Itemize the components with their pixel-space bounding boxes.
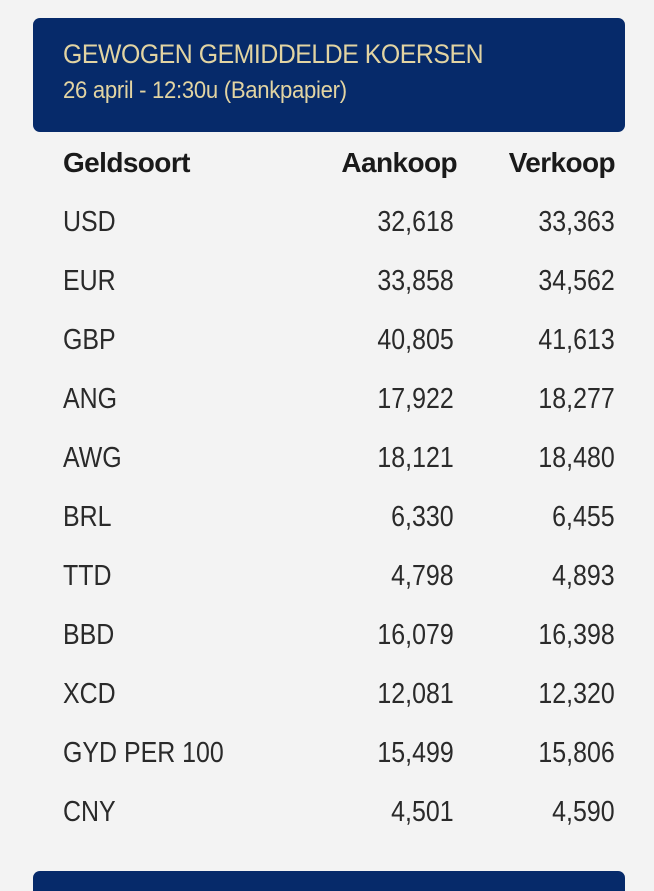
sell-rate: 15,806 [538, 737, 615, 769]
buy-rate: 6,330 [391, 501, 454, 533]
buy-rate: 16,079 [377, 619, 454, 651]
buy-rate: 18,121 [377, 442, 454, 474]
column-header-sell: Verkoop [508, 147, 616, 178]
panel-subtitle: 26 april - 12:30u (Bankpapier) [63, 77, 347, 104]
currency-code: EUR [63, 265, 116, 297]
sell-rate: 18,480 [538, 442, 615, 474]
sell-rate: 33,363 [538, 206, 615, 238]
currency-code: AWG [63, 442, 122, 474]
currency-code: BRL [63, 501, 112, 533]
currency-code: USD [63, 206, 116, 238]
table-row: AWG 18,121 18,480 [63, 435, 615, 494]
exchange-rates-table: Geldsoort Aankoop Verkoop USD 32,618 33,… [63, 140, 616, 848]
currency-code: CNY [63, 796, 116, 828]
sell-rate: 4,893 [552, 560, 615, 592]
table-row: BBD 16,079 16,398 [63, 612, 615, 671]
sell-rate: 4,590 [552, 796, 615, 828]
next-panel-header-edge [33, 871, 625, 891]
currency-code: ANG [63, 383, 118, 415]
sell-rate: 16,398 [538, 619, 615, 651]
currency-code: GBP [63, 324, 116, 356]
sell-rate: 34,562 [538, 265, 615, 297]
buy-rate: 15,499 [377, 737, 454, 769]
buy-rate: 40,805 [377, 324, 454, 356]
table-row: TTD 4,798 4,893 [63, 553, 615, 612]
table-row: USD 32,618 33,363 [63, 199, 615, 258]
table-row: XCD 12,081 12,320 [63, 671, 615, 730]
buy-rate: 32,618 [377, 206, 454, 238]
sell-rate: 12,320 [538, 678, 615, 710]
buy-rate: 33,858 [377, 265, 454, 297]
sell-rate: 6,455 [552, 501, 615, 533]
panel-title: GEWOGEN GEMIDDELDE KOERSEN [63, 39, 484, 69]
currency-code: BBD [63, 619, 115, 651]
sell-rate: 41,613 [538, 324, 615, 356]
column-header-buy: Aankoop [341, 147, 457, 178]
sell-rate: 18,277 [538, 383, 615, 415]
currency-code: GYD PER 100 [63, 737, 224, 769]
table-row: GBP 40,805 41,613 [63, 317, 615, 376]
table-row: GYD PER 100 15,499 15,806 [63, 730, 615, 789]
currency-code: XCD [63, 678, 116, 710]
table-row: EUR 33,858 34,562 [63, 258, 615, 317]
table-row: ANG 17,922 18,277 [63, 376, 615, 435]
buy-rate: 17,922 [377, 383, 454, 415]
table-header-row: Geldsoort Aankoop Verkoop [63, 140, 616, 199]
buy-rate: 4,501 [391, 796, 454, 828]
table-row: CNY 4,501 4,590 [63, 789, 615, 848]
table-row: BRL 6,330 6,455 [63, 494, 615, 553]
buy-rate: 12,081 [377, 678, 454, 710]
currency-code: TTD [63, 560, 112, 592]
column-header-currency: Geldsoort [63, 147, 190, 178]
buy-rate: 4,798 [391, 560, 454, 592]
rates-panel-header: GEWOGEN GEMIDDELDE KOERSEN 26 april - 12… [33, 18, 625, 132]
